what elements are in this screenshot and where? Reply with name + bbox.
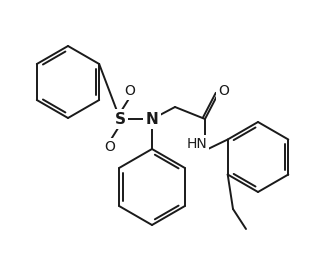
Text: N: N: [146, 112, 158, 127]
Text: O: O: [125, 84, 135, 98]
Text: S: S: [114, 112, 126, 127]
Text: O: O: [218, 84, 230, 98]
Text: HN: HN: [187, 137, 207, 151]
Text: O: O: [105, 140, 115, 154]
